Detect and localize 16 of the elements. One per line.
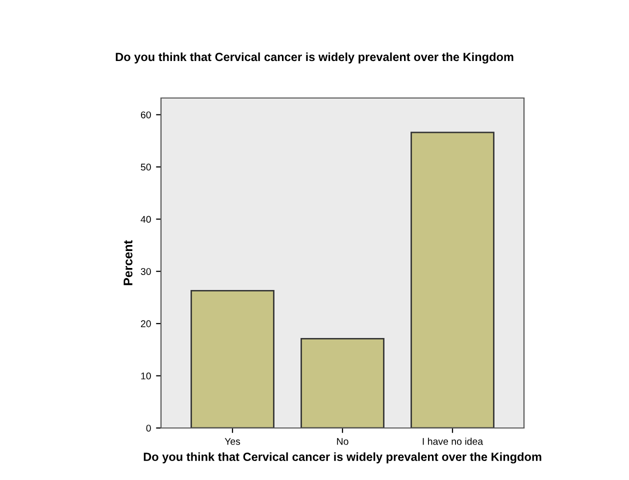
bar xyxy=(300,338,384,428)
bar xyxy=(190,290,274,428)
x-tick-label: I have no idea xyxy=(422,438,484,445)
bar xyxy=(410,132,494,428)
y-axis-title: Percent xyxy=(124,240,132,286)
y-tick-label: 0 xyxy=(146,424,151,432)
y-tick-label: 40 xyxy=(140,216,151,223)
y-tick-label: 50 xyxy=(140,164,151,171)
x-axis-title: Do you think that Cervical cancer is widely prevalent over the Kingdom xyxy=(144,452,542,464)
y-tick-label: 60 xyxy=(140,111,151,118)
x-tick-label: No xyxy=(337,438,348,445)
x-tick-label: Yes xyxy=(224,438,240,445)
y-tick-label: 30 xyxy=(140,268,151,275)
y-tick-label: 10 xyxy=(141,372,151,380)
chart-title: Do you think that Cervical cancer is widely prevalent over the Kingdom xyxy=(116,52,514,64)
y-tick-label: 20 xyxy=(140,320,151,328)
